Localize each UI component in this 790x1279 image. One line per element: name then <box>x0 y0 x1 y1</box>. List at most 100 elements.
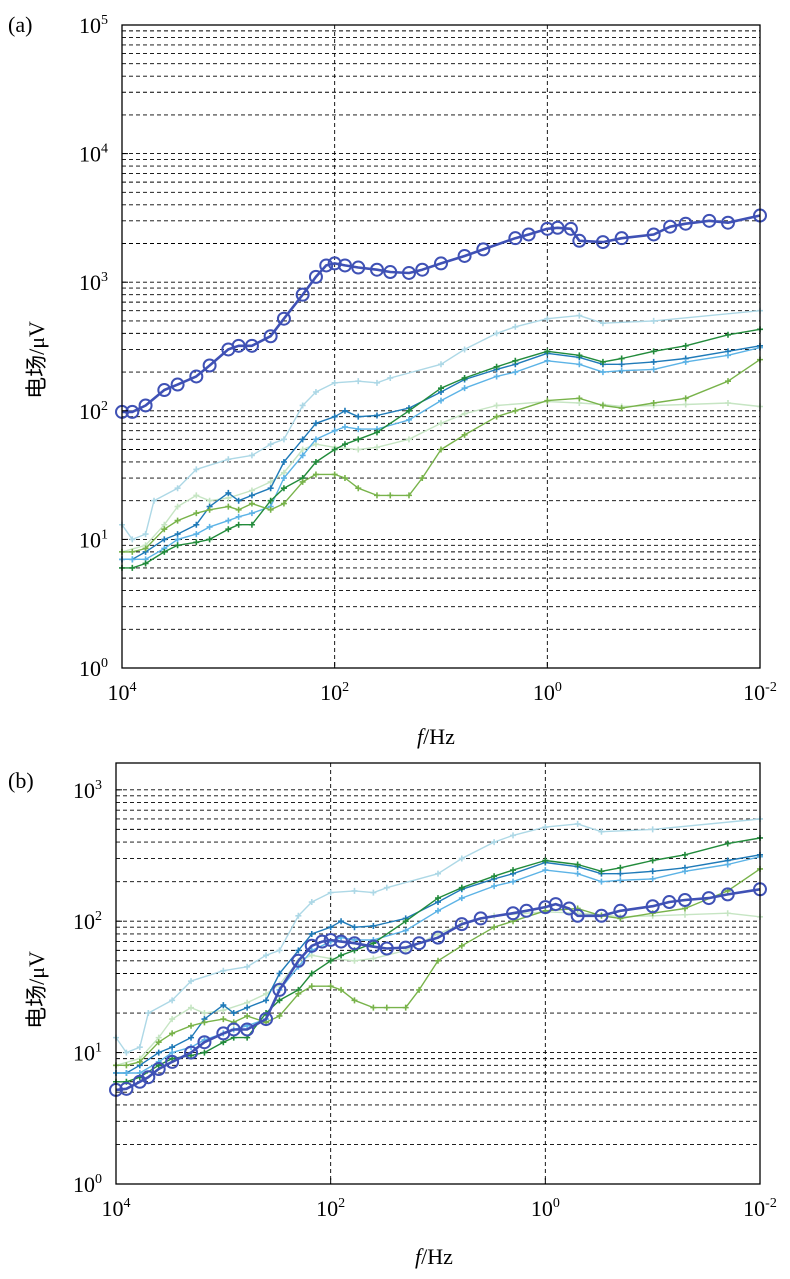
panel-a-series-1-marker <box>312 389 319 396</box>
panel-a-series-6-marker <box>373 492 380 499</box>
panel-b-series-2-marker <box>263 997 270 1004</box>
panel-b-series-5-marker <box>416 986 423 993</box>
panel-b-series-1-marker <box>351 957 358 964</box>
panel-b-label: (b) <box>8 768 34 793</box>
panel-b-series-6-marker <box>562 901 577 916</box>
panel-b-series-6-marker <box>165 1054 180 1069</box>
panel-a-series-4-marker <box>512 369 519 376</box>
panel-b-ytick-label: 101 <box>73 1041 102 1066</box>
panel-a-series-1-marker <box>225 456 232 463</box>
panel-a-series-6-marker <box>235 506 242 513</box>
panel-b-series-2-marker <box>308 930 315 937</box>
panel-a-series-6-marker <box>512 407 519 414</box>
panel-a-series-6-marker <box>438 446 444 453</box>
panel-b-series-6-marker <box>613 903 628 918</box>
panel-b-series-4-marker <box>649 857 656 864</box>
panel-b-series-3-marker <box>169 1049 176 1056</box>
panel-a-xlabel-f: f <box>417 724 426 749</box>
panel-a-series-0-marker <box>678 216 693 231</box>
panel-a-series-4-marker <box>618 367 625 374</box>
panel-b-xtick-label: 10-2 <box>743 1196 777 1221</box>
panel-b-series-3-marker <box>574 870 581 877</box>
panel-a-xtick-label: 10-2 <box>743 680 777 705</box>
panel-b-series-6-marker <box>119 1081 134 1096</box>
panel-a-series-2-marker <box>438 420 444 427</box>
panel-b-series-5-marker <box>123 1062 130 1069</box>
panel-a-series-6-marker <box>599 402 606 409</box>
panel-b-series-4-marker <box>574 861 581 868</box>
panel-a-xlabel: f/Hz <box>417 724 455 749</box>
panel-a-series-0-marker <box>276 311 291 326</box>
panel-b-series-2-marker <box>295 947 302 954</box>
panel-b-series-3-marker <box>510 878 517 885</box>
panel-b-series-2-marker <box>169 1044 176 1051</box>
panel-a-series-6-marker <box>618 405 625 412</box>
panel-a-series-4-line <box>122 346 761 560</box>
panel-a-series-3-marker <box>193 521 200 528</box>
panel-a-grid <box>122 25 760 668</box>
panel-a-series-3-marker <box>618 361 625 368</box>
panel-b-series-6-marker <box>184 1045 199 1060</box>
panel-a-series-1-marker <box>174 485 181 492</box>
panel-b-series-6-marker <box>347 936 362 951</box>
panel-b-xtick-label: 104 <box>102 1196 131 1221</box>
panel-b-series-5-marker <box>458 942 465 949</box>
panel-b-series-4-marker <box>617 864 624 871</box>
panel-a-series-0-marker <box>231 338 246 353</box>
panel-b-series-4-marker <box>435 895 441 902</box>
panel-b-series-6-marker <box>473 911 488 926</box>
panel-a-series-6-marker <box>544 397 551 404</box>
panel-b-series-2-marker <box>617 870 624 877</box>
panel-a-series-0-marker <box>295 287 310 302</box>
panel-a-series-3-marker <box>280 458 287 465</box>
panel-a-series-0-marker <box>508 231 523 246</box>
panel-a-series-1-marker <box>142 531 149 538</box>
panel-a-series-3-marker <box>299 436 306 443</box>
panel-a-series-0-marker <box>614 231 629 246</box>
panel-b-series-6-marker <box>519 903 534 918</box>
panel-b-series-1-marker <box>681 911 688 918</box>
panel-a-series-0-marker <box>663 219 678 234</box>
panel-a-series-4-marker <box>341 423 348 430</box>
panel-b-series-6-marker <box>291 953 306 968</box>
panel-a: (a) 104 102 100 10-2 100 101 102 103 104 105 f/Hz… <box>8 12 777 749</box>
panel-a-ytick-label: 103 <box>79 270 108 295</box>
panel-b-series-6-marker <box>677 893 692 908</box>
panel-b-series-0-marker <box>145 1010 152 1017</box>
panel-b-series-5-marker <box>276 1012 283 1019</box>
panel-b-series-6-marker <box>454 917 469 932</box>
panel-a-series-5-marker <box>512 357 519 364</box>
panel-b-series-0-marker <box>263 952 270 959</box>
panel-a-ylabel: 电场/μV <box>24 321 49 399</box>
panel-a-label: (a) <box>8 12 32 37</box>
panel-b-series-5-marker <box>201 1019 208 1026</box>
panel-b-series-3-marker <box>435 907 441 914</box>
panel-b-ticks: 104 102 100 10-2 100 101 102 103 <box>73 778 777 1221</box>
panel-a-series-3-marker <box>341 407 348 414</box>
panel-b-series-5-marker <box>351 997 358 1004</box>
panel-a-xtick-label: 104 <box>108 680 137 705</box>
panel-b-series-3-marker <box>542 867 549 874</box>
panel-a-series-0-marker <box>702 213 717 228</box>
panel-a-series-0-marker <box>646 227 661 242</box>
panel-a-series-1-marker <box>193 466 200 473</box>
panel-a-series-5-marker <box>682 342 689 349</box>
panel-b-series-1-marker <box>370 955 377 962</box>
panel-a-series-0-marker <box>521 227 536 242</box>
panel-b-series-0-marker <box>188 978 195 985</box>
panel-a-series-6-marker <box>142 545 149 552</box>
panel-a-series-1-marker <box>355 378 362 385</box>
panel-a-series-3-marker <box>355 413 362 420</box>
panel-a-series-4-marker <box>331 427 338 434</box>
panel-a-series-5-marker <box>341 441 348 448</box>
panel-b-series-5-marker <box>244 1012 251 1019</box>
panel-b-series-4-marker <box>276 997 283 1004</box>
panel-a-series-6-marker <box>341 475 348 482</box>
panel-b-series-0-marker <box>383 884 390 891</box>
panel-b-xtick-label: 100 <box>531 1196 560 1221</box>
panel-a-series-1-marker <box>650 317 657 324</box>
panel-a-series-0-marker <box>351 260 366 275</box>
panel-b-series-4-marker <box>402 918 409 925</box>
panel-a-series-0-marker <box>125 404 140 419</box>
panel-a-series-0-marker <box>476 242 491 257</box>
